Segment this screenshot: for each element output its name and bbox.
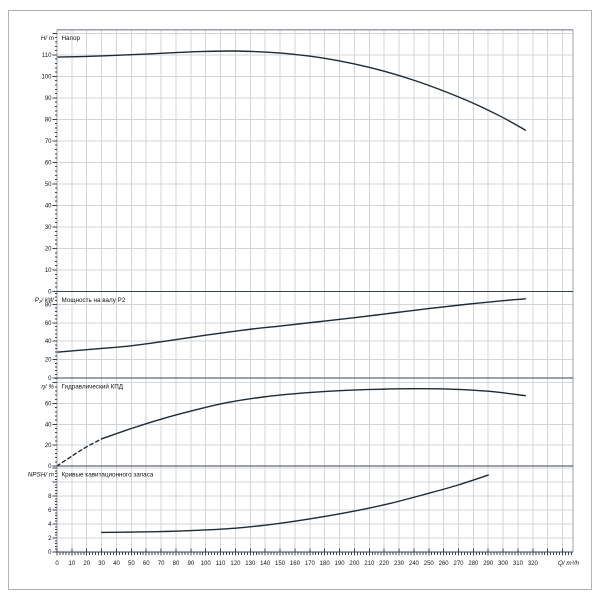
axes <box>56 28 574 553</box>
x-tick-label: 300 <box>498 561 509 567</box>
x-tick-label: 270 <box>453 561 464 567</box>
x-tick-label: 0 <box>55 561 59 567</box>
x-tick-label: 120 <box>230 561 241 567</box>
y-tick-label: 90 <box>45 96 52 102</box>
x-tick-label: 180 <box>320 561 331 567</box>
x-tick-label: 30 <box>98 561 105 567</box>
efficiency-curve-dashed <box>56 438 103 467</box>
y-tick-label: 40 <box>45 422 52 428</box>
panel-title-head: Напор <box>62 35 81 42</box>
y-tick-label: 20 <box>45 443 52 449</box>
x-tick-label: 320 <box>528 561 539 567</box>
efficiency-curve <box>100 388 527 440</box>
x-tick-label: 40 <box>113 561 120 567</box>
panel-title-power: Мощность на валу P2 <box>62 297 126 304</box>
x-tick-label: 200 <box>349 561 360 567</box>
x-tick-label: 80 <box>173 561 180 567</box>
y-tick-label: 20 <box>45 246 52 252</box>
x-tick-label: 280 <box>468 561 479 567</box>
y-tick-label: 6 <box>48 508 52 514</box>
y-tick-label: 60 <box>45 321 52 327</box>
npsh-curve <box>100 474 489 534</box>
y-tick-label: 100 <box>41 74 52 80</box>
y-tick-label: 0 <box>48 290 52 296</box>
x-tick-label: 90 <box>187 561 194 567</box>
x-tick-label: 220 <box>379 561 390 567</box>
y-tick-label: 4 <box>48 522 52 528</box>
y-tick-label: 60 <box>45 160 52 166</box>
curves <box>56 50 527 534</box>
x-tick-label: 240 <box>409 561 420 567</box>
x-tick-label: 10 <box>69 561 76 567</box>
head-curve <box>56 50 527 131</box>
x-tick-label: 140 <box>260 561 271 567</box>
y-tick-label: 110 <box>42 53 52 59</box>
y-tick-label: 20 <box>45 358 52 364</box>
x-tick-label: 100 <box>201 561 212 567</box>
y-axis-unit-head: H/ m <box>41 35 54 42</box>
y-tick-label: 10 <box>45 268 52 274</box>
x-tick-label: 230 <box>394 561 405 567</box>
x-tick-label: 20 <box>83 561 90 567</box>
y-tick-label: 50 <box>45 182 52 188</box>
x-tick-label: 130 <box>245 561 256 567</box>
x-tick-label: 210 <box>364 561 375 567</box>
tick-marks <box>52 32 573 556</box>
x-tick-label: 150 <box>275 561 286 567</box>
x-tick-label: 260 <box>439 561 450 567</box>
y-axis-unit-power: P₂/ kW <box>35 297 55 304</box>
x-tick-label: 190 <box>335 561 346 567</box>
y-tick-label: 80 <box>45 302 52 308</box>
x-tick-label: 310 <box>513 561 524 567</box>
panel-title-efficiency: Гидравлический КПД <box>62 383 124 391</box>
y-tick-label: 40 <box>45 203 52 209</box>
y-tick-label: 40 <box>45 339 52 345</box>
x-tick-label: 110 <box>216 561 226 567</box>
gridlines <box>57 29 573 552</box>
y-tick-label: 0 <box>48 376 52 382</box>
y-tick-label: 0 <box>48 464 52 470</box>
x-tick-label: 250 <box>424 561 435 567</box>
x-tick-label: 160 <box>290 561 301 567</box>
y-axis-unit-npsh: NPSH/ m <box>28 472 54 479</box>
y-tick-label: 0 <box>48 550 52 556</box>
x-tick-label: 70 <box>158 561 165 567</box>
x-axis-unit: Q/ m³/h <box>558 560 579 567</box>
x-tick-label: 170 <box>305 561 316 567</box>
x-tick-label: 50 <box>128 561 135 567</box>
y-tick-label: 8 <box>48 494 52 500</box>
y-tick-label: 80 <box>45 117 52 123</box>
y-tick-label: 70 <box>45 139 52 145</box>
power-curve <box>56 298 527 353</box>
panel-title-npsh: Кривые кавитационного запаса <box>62 472 154 479</box>
figure-frame <box>8 10 592 590</box>
x-tick-label: 290 <box>483 561 494 567</box>
y-axis-unit-efficiency: η/ % <box>41 384 54 391</box>
y-tick-label: 2 <box>48 536 52 542</box>
y-tick-label: 60 <box>45 402 52 408</box>
y-tick-label: 30 <box>45 225 52 231</box>
x-tick-label: 60 <box>143 561 150 567</box>
